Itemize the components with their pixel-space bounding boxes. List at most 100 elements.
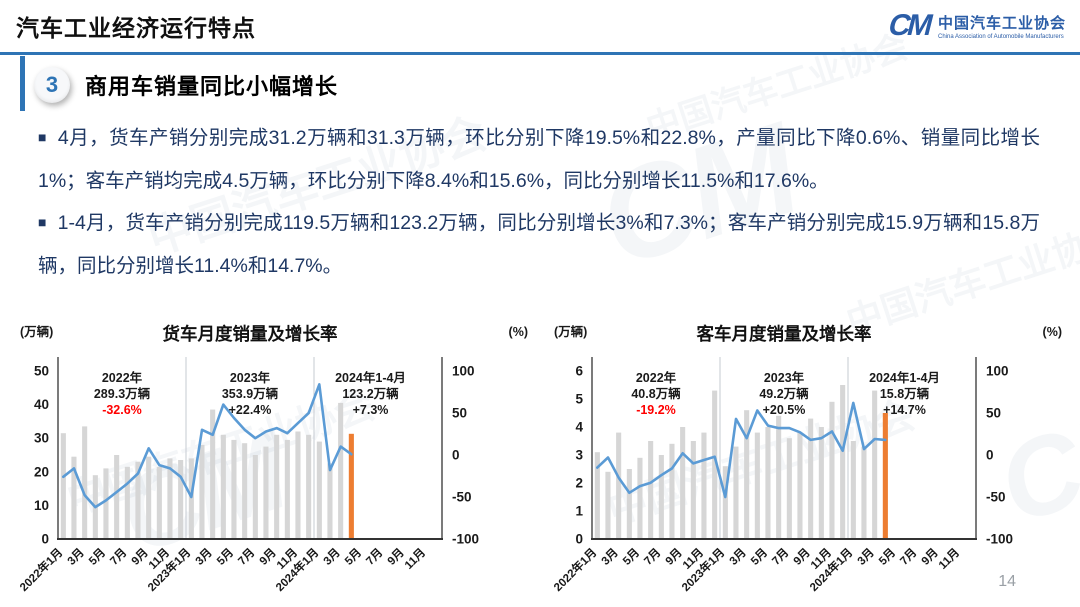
left-axis-ticks: 0 10 20 30 40 50: [34, 364, 49, 547]
svg-text:+22.4%: +22.4%: [229, 403, 272, 417]
svg-text:2022年1月: 2022年1月: [551, 545, 600, 594]
bullet-marker: ■: [38, 129, 47, 145]
svg-text:20: 20: [34, 464, 49, 479]
svg-text:2: 2: [575, 476, 583, 491]
caam-logo-mark-icon: CM: [885, 9, 935, 42]
svg-text:100: 100: [986, 364, 1009, 379]
section-number-badge: 3: [34, 67, 70, 103]
svg-text:7月: 7月: [770, 546, 792, 568]
svg-text:49.2万辆: 49.2万辆: [759, 386, 809, 401]
slide-header: 汽车工业经济运行特点 CM 中国汽车工业协会 China Association…: [0, 0, 1080, 55]
svg-text:5月: 5月: [748, 546, 770, 568]
bullet-list: ■ 4月，货车产销分别完成31.2万辆和31.3万辆，环比分别下降19.5%和22…: [38, 117, 1040, 287]
svg-text:3: 3: [575, 448, 583, 463]
svg-text:289.3万辆: 289.3万辆: [94, 386, 151, 401]
svg-text:2024年1-4月: 2024年1-4月: [335, 370, 406, 385]
svg-text:0: 0: [452, 448, 460, 463]
svg-text:3月: 3月: [65, 546, 87, 568]
bullet-text: 4月，货车产销分别完成31.2万辆和31.3万辆，环比分别下降19.5%和22.…: [38, 127, 1040, 192]
svg-text:2022年: 2022年: [636, 370, 677, 385]
svg-text:7月: 7月: [642, 546, 664, 568]
svg-text:3月: 3月: [321, 546, 343, 568]
right-axis-ticks: -100 -50 0 50 100: [986, 364, 1013, 547]
left-axis-unit: (万辆): [554, 324, 587, 339]
yoy-growth-line: [61, 383, 353, 509]
axes: [591, 357, 977, 540]
svg-text:0: 0: [575, 532, 583, 547]
bus-monthly-sales-growth-chart: 0 1 2 3 4 5 6 -100 -50 0 50 100 2022年1月 3月 5月 7月 9月11月20…: [551, 324, 1062, 594]
svg-text:+20.5%: +20.5%: [763, 403, 806, 417]
svg-text:5月: 5月: [214, 546, 236, 568]
svg-text:-50: -50: [452, 490, 472, 505]
svg-text:6: 6: [575, 364, 583, 379]
svg-text:-50: -50: [986, 490, 1006, 505]
svg-text:-32.6%: -32.6%: [102, 403, 142, 417]
right-axis-ticks: -100 -50 0 50 100: [452, 364, 479, 547]
year-divider-lines: [185, 357, 315, 539]
svg-text:11月: 11月: [402, 546, 428, 572]
svg-text:4: 4: [575, 420, 583, 435]
svg-text:+14.7%: +14.7%: [883, 403, 926, 417]
caam-logo-name-cn: 中国汽车工业协会: [937, 15, 1066, 32]
bullet-item: ■ 4月，货车产销分别完成31.2万辆和31.3万辆，环比分别下降19.5%和22…: [38, 117, 1040, 202]
svg-text:123.2万辆: 123.2万辆: [342, 386, 399, 401]
svg-text:353.9万辆: 353.9万辆: [222, 386, 279, 401]
svg-text:15.8万辆: 15.8万辆: [880, 386, 930, 401]
svg-text:11月: 11月: [936, 546, 962, 572]
svg-text:7月: 7月: [364, 546, 386, 568]
svg-text:50: 50: [34, 364, 49, 379]
svg-text:-19.2%: -19.2%: [636, 403, 676, 417]
left-axis-ticks: 0 1 2 3 4 5 6: [575, 364, 583, 547]
page-title: 汽车工业经济运行特点: [16, 15, 256, 41]
svg-text:2022年1月: 2022年1月: [17, 545, 66, 594]
bullet-text: 1-4月，货车产销分别完成119.5万辆和123.2万辆，同比分别增长3%和7.…: [38, 212, 1040, 277]
svg-text:3月: 3月: [193, 546, 215, 568]
monthly-sales-bars: [60, 402, 354, 539]
svg-text:7月: 7月: [898, 546, 920, 568]
svg-text:5月: 5月: [876, 546, 898, 568]
svg-text:30: 30: [34, 431, 49, 446]
svg-text:+7.3%: +7.3%: [353, 403, 389, 417]
chart-title: 客车月度销量及增长率: [696, 324, 872, 344]
svg-text:0: 0: [986, 448, 994, 463]
section-heading: 商用车销量同比小幅增长: [85, 74, 339, 99]
svg-text:3月: 3月: [599, 546, 621, 568]
truck-monthly-sales-growth-chart: 0 10 20 30 40 50 -100 -50 0 50 100 2022年1月 3月 5月 7月 9月1…: [17, 324, 528, 594]
svg-text:2023年: 2023年: [764, 370, 805, 385]
svg-text:50: 50: [452, 406, 467, 421]
svg-text:5: 5: [575, 392, 583, 407]
svg-text:40.8万辆: 40.8万辆: [631, 386, 681, 401]
monthly-sales-bars: [594, 385, 888, 539]
svg-text:5月: 5月: [620, 546, 642, 568]
left-accent-bar: [20, 56, 25, 111]
svg-text:1: 1: [575, 504, 583, 519]
yoy-growth-line: [595, 401, 887, 499]
svg-text:2024年1-4月: 2024年1-4月: [869, 370, 940, 385]
svg-text:3月: 3月: [727, 546, 749, 568]
svg-text:3月: 3月: [855, 546, 877, 568]
caam-logo: CM 中国汽车工业协会 China Association of Automob…: [885, 9, 1066, 42]
svg-text:0: 0: [41, 532, 49, 547]
caam-logo-name-en: China Association of Automobile Manufact…: [937, 34, 1064, 40]
svg-text:40: 40: [34, 397, 49, 412]
axes: [57, 357, 443, 540]
page-number: 14: [998, 573, 1016, 590]
charts-row: 0 10 20 30 40 50 -100 -50 0 50 100 2022年1月 3月 5月 7月 9月 1…: [12, 314, 1068, 606]
svg-text:7月: 7月: [236, 546, 258, 568]
bullet-item: ■ 1-4月，货车产销分别完成119.5万辆和123.2万辆，同比分别增长3%和7…: [38, 202, 1040, 287]
year-divider-lines: [719, 357, 849, 539]
section-heading-row: 3 商用车销量同比小幅增长: [34, 67, 1080, 103]
svg-text:50: 50: [986, 406, 1001, 421]
svg-text:10: 10: [34, 498, 49, 513]
svg-text:5月: 5月: [342, 546, 364, 568]
svg-text:100: 100: [452, 364, 475, 379]
svg-text:5月: 5月: [86, 546, 108, 568]
left-axis-unit: (万辆): [20, 324, 53, 339]
svg-text:2023年: 2023年: [230, 370, 271, 385]
right-axis-unit: (%): [509, 325, 528, 339]
